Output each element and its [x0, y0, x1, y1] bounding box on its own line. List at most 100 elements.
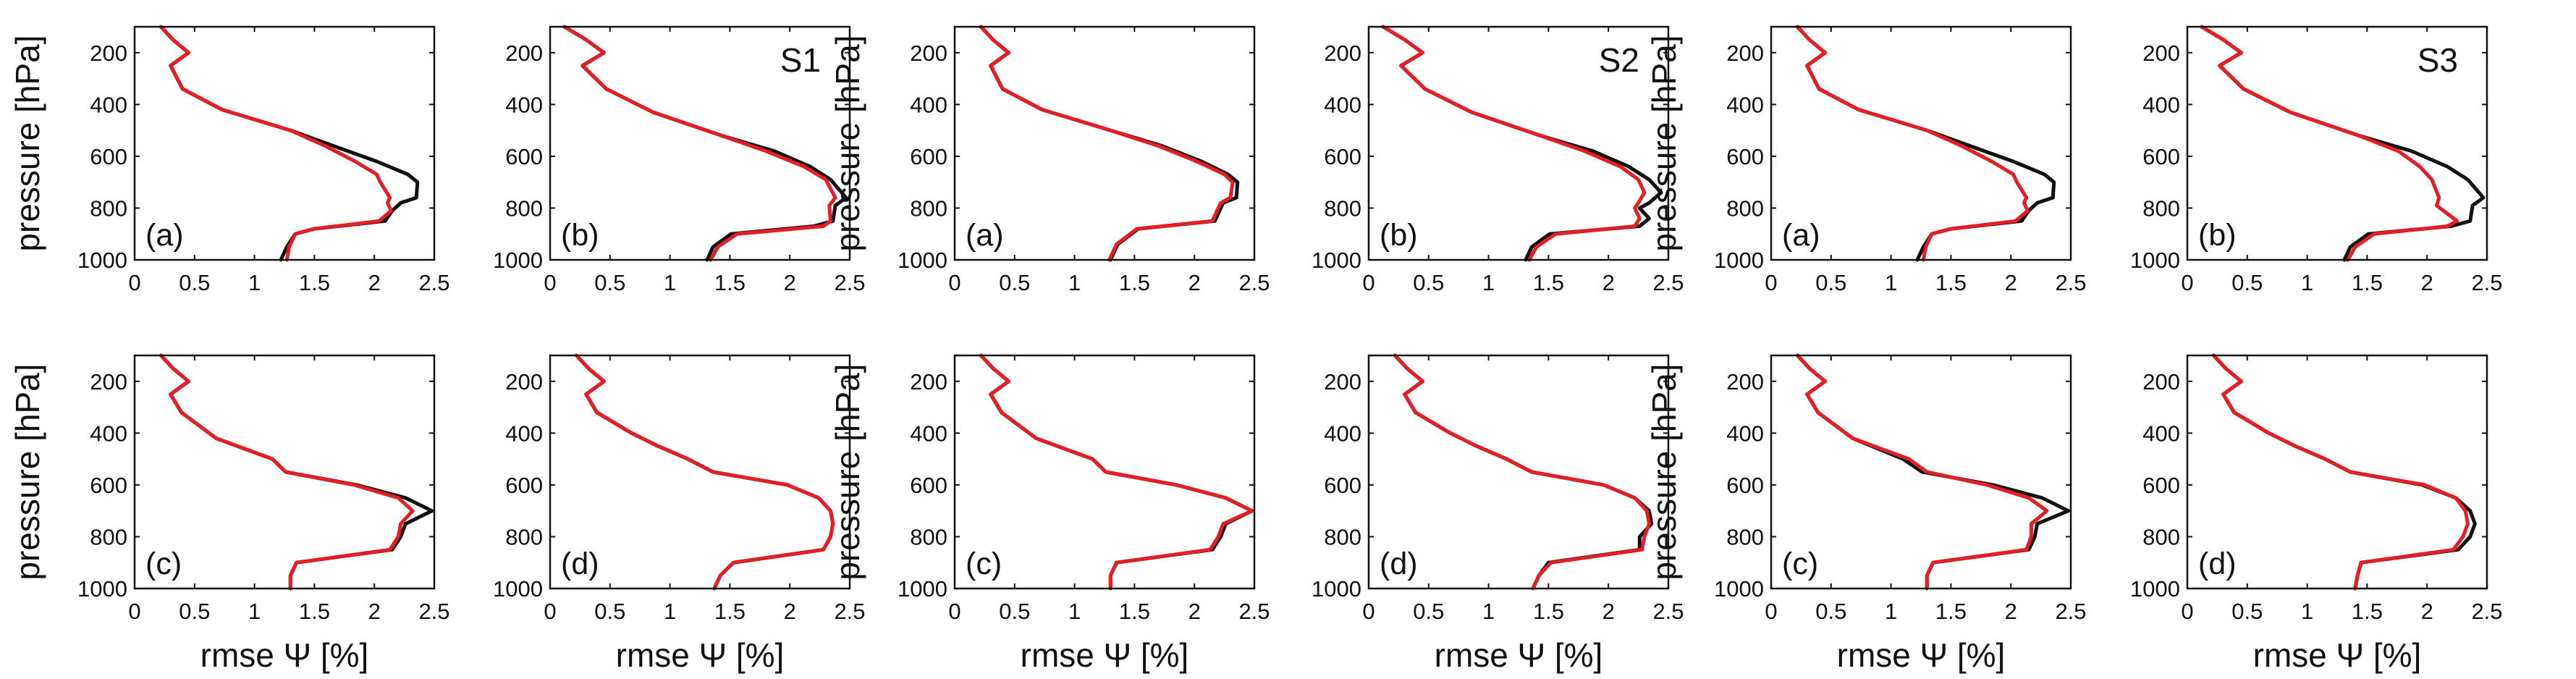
x-tick-label: 1	[1482, 270, 1495, 295]
y-tick-label: 200	[2142, 41, 2180, 66]
series-line-red	[979, 25, 1235, 262]
x-tick-label: 1.5	[1935, 599, 1967, 624]
panel-label: (c)	[1782, 547, 1818, 581]
subplot-top-5: 0 0.5 1 1.5 2 2.5 200 400 600 800 1000 (a) pressure …	[1645, 25, 2087, 295]
x-tick-label: 1.5	[2352, 270, 2383, 295]
x-tick-label: 1.5	[1533, 599, 1564, 624]
x-tick-label: 1	[664, 599, 676, 624]
y-tick-label: 800	[910, 195, 947, 221]
y-tick-label: 800	[505, 195, 543, 221]
x-tick-label: 1	[2301, 270, 2313, 295]
y-tick-label: 400	[1324, 421, 1361, 446]
x-tick-label: 2.5	[2471, 270, 2502, 295]
y-tick-label: 400	[2142, 421, 2180, 446]
x-tick-label: 0	[128, 270, 140, 295]
subplot-top-4: 0 0.5 1 1.5 2 2.5 200 400 600 800 1000 (b) S2	[1312, 25, 1684, 295]
x-tick-label: 0	[1765, 599, 1777, 624]
x-tick-label: 1.5	[1119, 599, 1150, 624]
x-tick-label: 2	[784, 270, 796, 295]
scenario-label: S3	[2417, 41, 2458, 79]
series-line-black	[979, 25, 1240, 262]
x-tick-label: 2	[1188, 270, 1201, 295]
subplot-bottom-5: 0 0.5 1 1.5 2 2.5 200 400 600 800 1000 (c) pressure …	[1645, 353, 2087, 674]
x-tick-label: 2.5	[1652, 270, 1684, 295]
axes-frame	[1770, 25, 2072, 261]
y-tick-label: 1000	[493, 248, 543, 273]
panel-label: (a)	[966, 218, 1004, 253]
x-tick-label: 1	[2301, 599, 2313, 624]
y-tick-label: 200	[1726, 369, 1764, 395]
x-tick-label: 2.5	[834, 270, 865, 295]
y-tick-label: 200	[90, 41, 127, 66]
y-tick-label: 200	[1324, 41, 1361, 66]
x-tick-label: 1	[1068, 599, 1081, 624]
y-tick-label: 1000	[1312, 576, 1361, 602]
x-axis-title: rmse Ψ [%]	[200, 636, 369, 674]
series-line-red	[1795, 353, 2049, 591]
x-axis-title: rmse Ψ [%]	[1021, 636, 1189, 674]
x-tick-label: 2	[784, 599, 796, 624]
y-tick-label: 1000	[1714, 576, 1764, 602]
x-tick-label: 2	[368, 270, 381, 295]
y-tick-label: 400	[505, 421, 543, 446]
y-axis-title: pressure [hPa]	[9, 363, 46, 580]
subplot-top-6: 0 0.5 1 1.5 2 2.5 200 400 600 800 1000 (b) S3	[2130, 25, 2503, 295]
series-line-black	[1795, 25, 2056, 262]
y-tick-label: 400	[1324, 92, 1361, 117]
y-tick-label: 200	[2142, 369, 2180, 395]
x-tick-label: 1	[1068, 270, 1081, 295]
x-tick-label: 0	[948, 270, 960, 295]
y-axis-title: pressure [hPa]	[829, 35, 866, 251]
x-tick-label: 2	[2421, 270, 2433, 295]
y-tick-label: 600	[910, 473, 947, 498]
y-tick-label: 600	[505, 473, 543, 498]
axes-frame	[549, 25, 851, 261]
y-tick-label: 800	[1324, 195, 1361, 221]
x-tick-label: 2.5	[2055, 599, 2086, 624]
subplot-bottom-6: 0 0.5 1 1.5 2 2.5 200 400 600 800 1000 (d) rmse Ψ [%…	[2130, 353, 2503, 674]
x-tick-label: 1.5	[299, 599, 330, 624]
y-tick-label: 400	[910, 421, 947, 446]
x-tick-label: 1	[248, 270, 261, 295]
x-axis-title: rmse Ψ [%]	[616, 636, 785, 674]
x-tick-label: 0.5	[2231, 270, 2263, 295]
x-tick-label: 0	[128, 599, 140, 624]
y-axis-title: pressure [hPa]	[1645, 35, 1683, 251]
y-tick-label: 600	[2142, 473, 2180, 498]
x-tick-label: 1	[248, 599, 261, 624]
series-line-red	[159, 25, 393, 262]
x-tick-label: 2	[1602, 270, 1615, 295]
x-tick-label: 2.5	[2471, 599, 2502, 624]
series-line-red	[1393, 353, 1651, 591]
x-tick-label: 1.5	[299, 270, 330, 295]
panel-label: (d)	[1380, 547, 1418, 581]
x-tick-label: 1.5	[714, 599, 746, 624]
series-line-red	[2211, 353, 2470, 591]
x-tick-label: 2.5	[418, 270, 449, 295]
y-tick-label: 600	[90, 144, 127, 169]
subplot-bottom-3: 0 0.5 1 1.5 2 2.5 200 400 600 800 1000 (c) pressure …	[829, 353, 1270, 674]
x-tick-label: 1.5	[1533, 270, 1564, 295]
x-tick-label: 2.5	[418, 599, 449, 624]
y-tick-label: 400	[505, 92, 543, 117]
series-line-red	[1381, 25, 1647, 262]
x-tick-label: 1	[1482, 599, 1495, 624]
x-tick-label: 0.5	[594, 270, 625, 295]
x-tick-label: 0.5	[179, 599, 210, 624]
x-tick-label: 1	[664, 270, 676, 295]
x-tick-label: 0.5	[594, 599, 625, 624]
y-tick-label: 600	[1324, 144, 1361, 169]
subplot-top-2: 0 0.5 1 1.5 2 2.5 200 400 600 800 1000 (b) S1	[493, 25, 866, 295]
panel-label: (a)	[1782, 218, 1820, 253]
x-axis-title: rmse Ψ [%]	[1837, 636, 2006, 674]
y-tick-label: 800	[1726, 524, 1764, 549]
x-tick-label: 2.5	[2055, 270, 2086, 295]
y-tick-label: 600	[1726, 473, 1764, 498]
panel-label: (c)	[145, 547, 182, 581]
x-tick-label: 2	[1602, 599, 1615, 624]
y-tick-label: 1000	[77, 576, 127, 602]
x-tick-label: 0	[1765, 270, 1777, 295]
x-tick-label: 1.5	[1935, 270, 1967, 295]
axes-frame	[549, 354, 851, 590]
